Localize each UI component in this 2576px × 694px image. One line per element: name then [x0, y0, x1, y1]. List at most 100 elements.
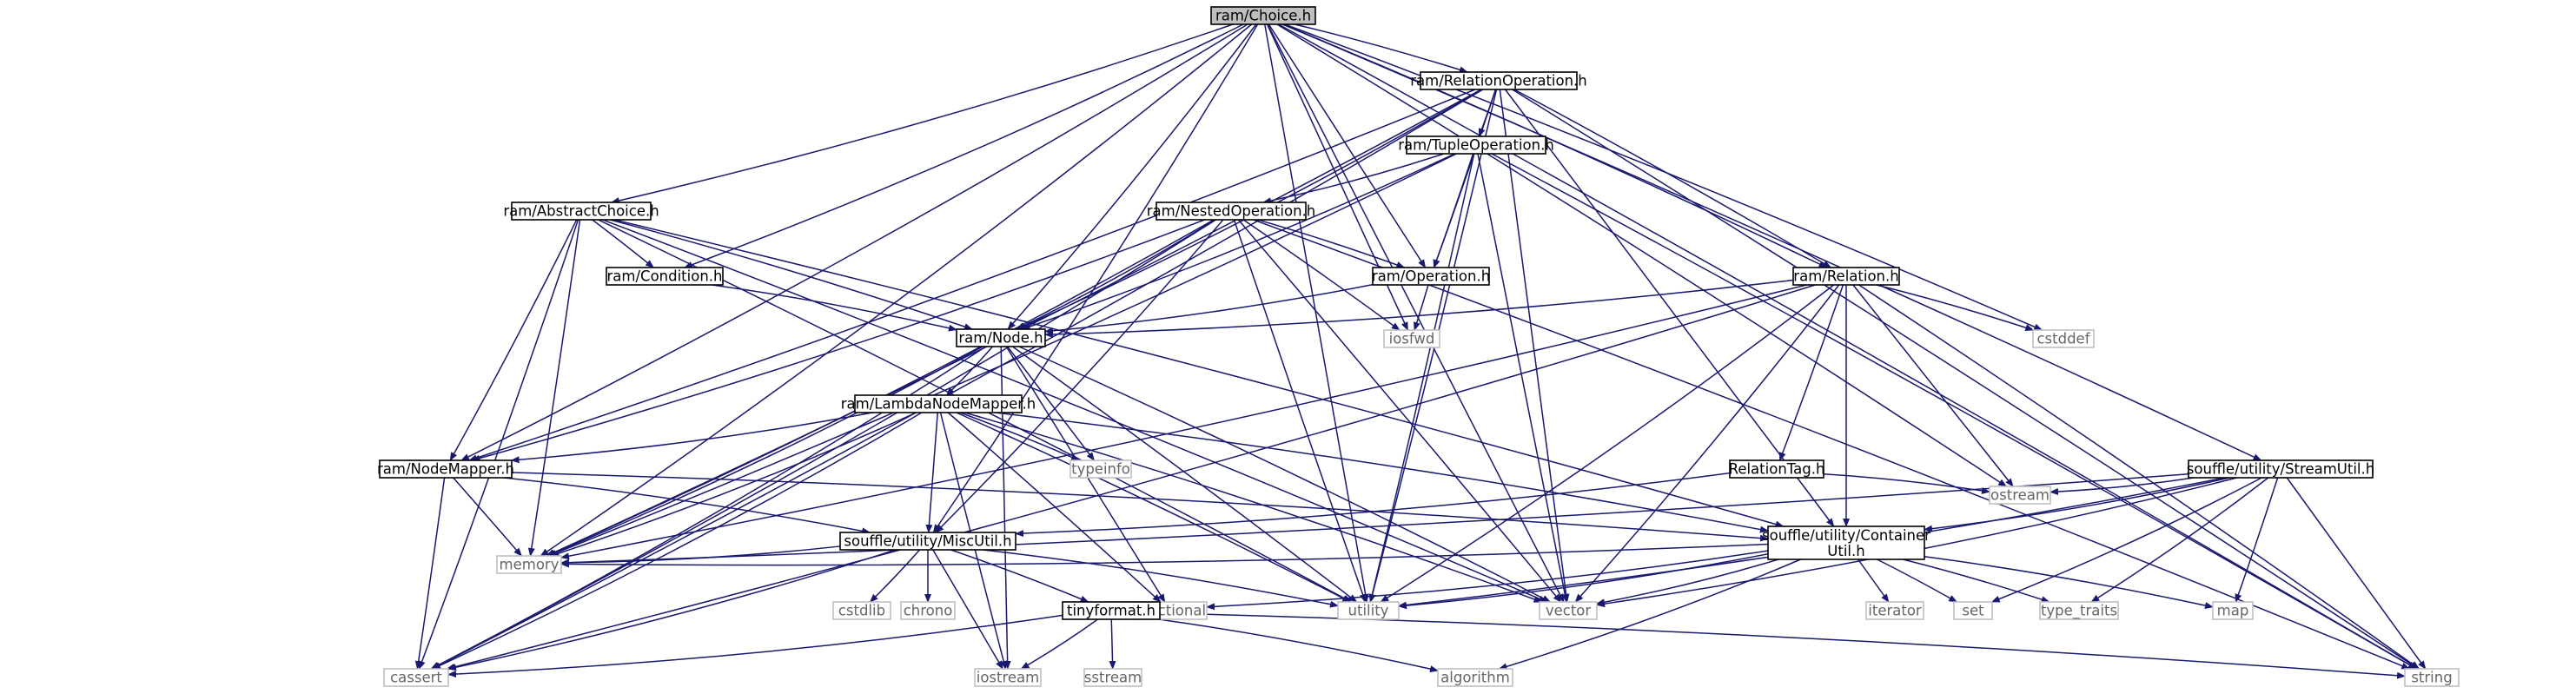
node-lambda[interactable]: ram/LambdaNodeMapper.h: [841, 394, 1036, 413]
node-abschoice[interactable]: ram/AbstractChoice.h: [503, 202, 659, 221]
edge-container-to-iterator: [1858, 559, 1890, 603]
edge-tupleop-to-nestedop: [1262, 153, 1445, 205]
edge-tupleop-to-utility: [1368, 153, 1475, 603]
node-tupleop[interactable]: ram/TupleOperation.h: [1398, 135, 1554, 155]
edge-nestedop-to-utility: [1233, 219, 1367, 603]
edge-lambda-to-vector: [964, 412, 1543, 603]
edge-streamutil-to-memory: [560, 473, 2189, 566]
edge-streamutil-to-string: [2286, 477, 2427, 670]
node-label: string: [2411, 670, 2452, 686]
node-box: [2032, 329, 2095, 348]
node-box: [2212, 601, 2254, 620]
node-label: ram/Node.h: [958, 330, 1043, 347]
edge-abschoice-to-node: [609, 219, 973, 330]
node-box: [2039, 601, 2119, 620]
edge-abschoice-to-container: [613, 219, 1785, 528]
edge-condition-to-node: [712, 284, 957, 332]
dependency-edges: [414, 23, 2427, 679]
node-box: [2188, 459, 2374, 479]
edge-tupleop-to-vector: [1477, 153, 1569, 603]
edge-node-to-typeinfo: [1007, 346, 1095, 461]
edge-relop-to-string: [1512, 89, 2420, 670]
node-container[interactable]: souffle/utility/Container Util.h: [1762, 525, 1930, 560]
edge-container-to-algorithm: [1498, 559, 1801, 671]
edge-nestedop-to-miscutil: [935, 219, 1224, 533]
edge-relation-to-ostream: [1852, 284, 2014, 487]
edge-choice-to-vector: [1267, 23, 1565, 603]
edge-relop-to-cassert: [431, 89, 1484, 670]
node-box: [1083, 668, 1142, 687]
node-label: souffle/utility/MiscUtil.h: [844, 533, 1011, 550]
dependency-nodes: ram/Choice.h ram/RelationOperation.h ram/T…: [377, 6, 2460, 687]
node-box: [1420, 71, 1578, 90]
node-reltag[interactable]: RelationTag.h: [1729, 459, 1825, 479]
node-label: ram/Choice.h: [1215, 8, 1311, 24]
edge-lambda-to-miscutil: [925, 412, 938, 533]
edge-miscutil-to-iostream: [932, 549, 1003, 670]
node-map: map: [2212, 601, 2254, 620]
node-label: chrono: [904, 603, 953, 619]
node-label: ram/Condition.h: [607, 268, 723, 285]
node-relation[interactable]: ram/Relation.h: [1792, 267, 1900, 286]
node-label: ram/RelationOperation.h: [1410, 73, 1587, 89]
node-box: [1865, 601, 1924, 620]
edge-abschoice-to-condition: [592, 219, 654, 268]
node-miscutil[interactable]: souffle/utility/MiscUtil.h: [839, 532, 1016, 551]
node-label: utility: [1348, 603, 1389, 619]
node-box: [1156, 202, 1307, 221]
node-operation[interactable]: ram/Operation.h: [1372, 267, 1490, 286]
node-box: [974, 668, 1042, 687]
node-box: [1729, 459, 1824, 479]
edge-nestedop-to-operation: [1257, 219, 1406, 268]
edge-nodemapper-to-container: [511, 472, 1769, 542]
node-box: [1372, 267, 1490, 286]
edge-miscutil-to-tinyformat: [950, 549, 1089, 603]
node-condition[interactable]: ram/Condition.h: [606, 267, 724, 286]
node-label: type_traits: [2041, 603, 2117, 620]
node-label: ram/TupleOperation.h: [1398, 137, 1554, 154]
node-nestedop[interactable]: ram/NestedOperation.h: [1147, 202, 1316, 221]
edge-relation-to-cstddef: [1876, 284, 2035, 332]
edge-nodemapper-to-cassert: [414, 477, 446, 670]
edge-tinyformat-to-iostream: [1020, 618, 1098, 670]
edge-nodemapper-to-memory: [453, 477, 522, 557]
node-label: map: [2217, 603, 2249, 619]
node-tinyformat[interactable]: tinyformat.h: [1062, 601, 1161, 620]
edge-abschoice-to-cassert: [418, 219, 579, 670]
node-label: tinyformat.h: [1067, 603, 1156, 619]
node-box: [606, 267, 724, 286]
node-label: souffle/utility/StreamUtil.h: [2187, 461, 2374, 478]
edge-choice-to-abschoice: [610, 23, 1234, 204]
node-label: ram/AbstractChoice.h: [503, 203, 659, 220]
node-label: iostream: [977, 670, 1040, 686]
node-relop[interactable]: ram/RelationOperation.h: [1410, 71, 1587, 90]
node-algorithm: algorithm: [1437, 668, 1513, 687]
edge-reltag-to-ostream: [1823, 473, 1990, 494]
node-streamutil[interactable]: souffle/utility/StreamUtil.h: [2187, 459, 2374, 479]
node-vector: vector: [1539, 601, 1598, 620]
node-box: [511, 202, 652, 221]
node-box: [854, 394, 1023, 413]
node-box: [2404, 668, 2460, 687]
edge-tinyformat-to-cassert: [447, 614, 1063, 678]
edge-choice-to-relation: [1282, 23, 1828, 268]
edge-container-to-set: [1877, 559, 1958, 603]
edge-miscutil-to-memory: [560, 545, 841, 566]
edge-choice-to-memory: [540, 23, 1253, 557]
node-choice[interactable]: ram/Choice.h: [1210, 6, 1316, 25]
edge-lambda-to-nodemapper: [510, 412, 873, 464]
edge-container-to-functional: [1206, 550, 1769, 611]
edge-miscutil-to-utility: [983, 549, 1339, 608]
edge-nestedop-to-node: [1016, 219, 1216, 330]
node-node[interactable]: ram/Node.h: [956, 328, 1046, 347]
edge-choice-to-relop: [1294, 23, 1468, 74]
edge-tinyformat-to-algorithm: [1158, 618, 1439, 673]
edge-streamutil-to-ostream: [2050, 477, 2195, 496]
edge-container-to-type_traits: [1903, 559, 2050, 603]
node-nodemapper[interactable]: ram/NodeMapper.h: [377, 459, 514, 479]
node-sstream: sstream: [1083, 668, 1142, 687]
edge-lambda-to-memory: [550, 412, 917, 557]
node-label: typeinfo: [1071, 461, 1130, 478]
node-iosfwd: iosfwd: [1383, 329, 1440, 348]
edge-abschoice-to-memory: [527, 219, 581, 557]
